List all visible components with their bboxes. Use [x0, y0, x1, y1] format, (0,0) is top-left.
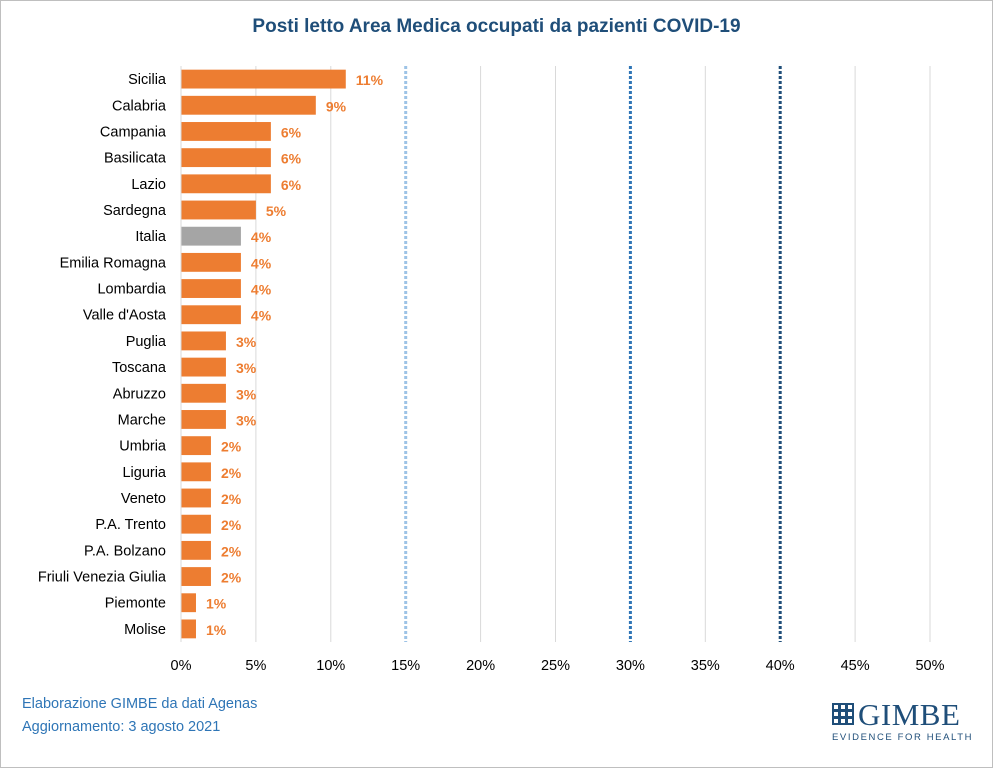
bar — [181, 174, 271, 194]
category-label: Lazio — [131, 177, 166, 193]
bar — [181, 305, 241, 325]
value-label: 6% — [281, 124, 302, 140]
value-label: 4% — [251, 229, 272, 245]
logo-wordmark: GIMBE — [858, 697, 961, 732]
category-label: Campania — [100, 124, 167, 140]
value-label: 1% — [206, 622, 227, 638]
gimbe-logo: GIMBE EVIDENCE FOR HEALTH — [832, 697, 974, 746]
value-label: 3% — [236, 412, 257, 428]
value-label: 2% — [221, 570, 242, 586]
value-label: 4% — [251, 282, 272, 298]
bar — [181, 540, 211, 560]
value-label: 2% — [221, 491, 242, 507]
value-label: 9% — [326, 98, 347, 114]
category-label: Calabria — [112, 98, 167, 114]
value-label: 2% — [221, 517, 242, 533]
value-label: 11% — [356, 72, 384, 88]
bar — [181, 148, 271, 168]
category-label: Molise — [124, 622, 166, 638]
value-label: 3% — [236, 386, 257, 402]
category-label: Friuli Venezia Giulia — [38, 570, 167, 586]
value-label: 2% — [221, 439, 242, 455]
value-label: 4% — [251, 308, 272, 324]
category-label: Veneto — [121, 491, 166, 507]
bar — [181, 514, 211, 534]
category-label: P.A. Trento — [95, 517, 166, 533]
x-tick-label: 30% — [616, 658, 645, 674]
x-tick-label: 50% — [915, 658, 944, 674]
value-label: 2% — [221, 543, 242, 559]
x-tick-label: 5% — [245, 658, 266, 674]
category-label: Sardegna — [103, 203, 167, 219]
category-label: Basilicata — [104, 151, 167, 167]
category-label: Lombardia — [97, 282, 166, 298]
value-label: 1% — [206, 596, 227, 612]
category-label: Italia — [135, 229, 167, 245]
bar — [181, 95, 316, 115]
chart-title: Posti letto Area Medica occupati da pazi… — [252, 16, 741, 37]
category-label: Abruzzo — [113, 386, 166, 402]
bar — [181, 122, 271, 141]
bar — [181, 462, 211, 482]
value-label: 6% — [281, 151, 302, 167]
x-tick-label: 45% — [841, 658, 870, 674]
bar — [181, 200, 256, 220]
bar — [181, 226, 241, 246]
x-tick-label: 0% — [171, 658, 192, 674]
x-tick-label: 35% — [691, 658, 720, 674]
value-label: 3% — [236, 360, 257, 376]
x-tick-label: 10% — [316, 658, 345, 674]
bar — [181, 619, 196, 639]
x-tick-label: 40% — [766, 658, 795, 674]
bar — [181, 69, 346, 89]
bar — [181, 357, 226, 377]
category-label: Puglia — [126, 334, 167, 350]
category-label: Liguria — [122, 465, 166, 481]
category-label: Valle d'Aosta — [83, 308, 167, 324]
bar — [181, 567, 211, 586]
bar — [181, 488, 211, 508]
x-tick-label: 25% — [541, 658, 570, 674]
category-label: Umbria — [119, 439, 167, 455]
bar — [181, 593, 196, 613]
category-label: Marche — [118, 412, 166, 428]
value-label: 5% — [266, 203, 287, 219]
x-tick-label: 20% — [466, 658, 495, 674]
category-label: Toscana — [112, 360, 167, 376]
x-tick-label: 15% — [391, 658, 420, 674]
value-label: 4% — [251, 255, 272, 271]
bar — [181, 383, 226, 403]
logo-tagline: EVIDENCE FOR HEALTH — [832, 732, 974, 743]
category-label: Piemonte — [105, 596, 166, 612]
value-label: 6% — [281, 177, 302, 193]
bar — [181, 410, 226, 429]
source-note: Elaborazione GIMBE da dati Agenas — [22, 696, 258, 712]
category-label: Emilia Romagna — [60, 255, 167, 271]
bar — [181, 279, 241, 298]
value-label: 3% — [236, 334, 257, 350]
value-label: 2% — [221, 465, 242, 481]
update-note: Aggiornamento: 3 agosto 2021 — [22, 719, 221, 735]
category-label: Sicilia — [128, 72, 167, 88]
logo-grid-icon — [832, 703, 854, 725]
bar — [181, 252, 241, 272]
bar — [181, 331, 226, 351]
bar — [181, 436, 211, 456]
category-label: P.A. Bolzano — [84, 543, 166, 559]
